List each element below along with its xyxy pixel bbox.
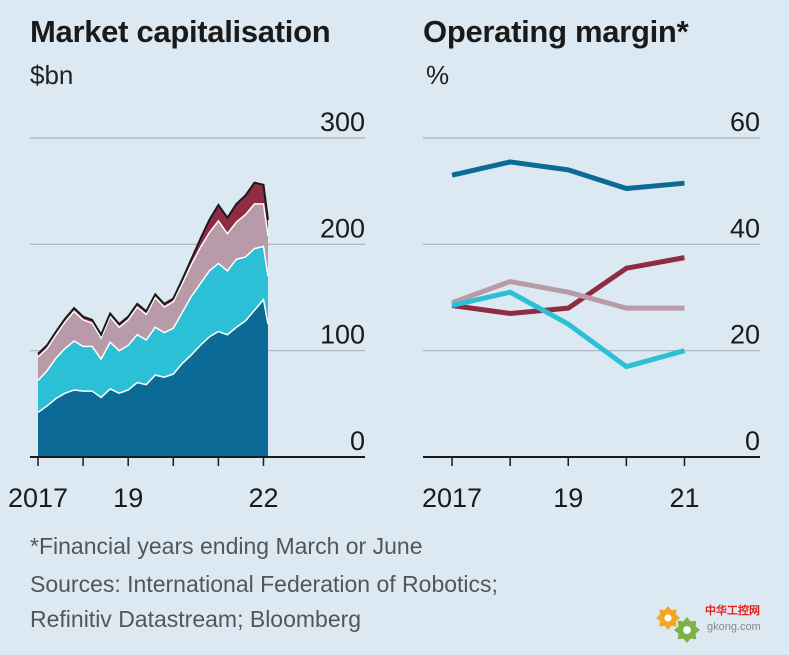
gkong-logo: 中华工控网 gkong.com — [655, 596, 785, 648]
area-top-outline — [37, 181, 269, 355]
chart1-unit-label: $bn — [30, 60, 74, 90]
area-separator — [37, 203, 269, 358]
gear-orange-icon-hole — [664, 614, 672, 622]
x-tick-label: 19 — [113, 483, 143, 513]
y-tick-label: 0 — [350, 426, 365, 456]
area-series-1 — [38, 246, 268, 413]
y-tick-label: 40 — [730, 213, 760, 243]
y-tick-label: 200 — [320, 213, 365, 243]
line-series-0 — [451, 159, 685, 192]
operating-margin-chart: 60 40 20 0 2017 19 21 — [422, 107, 760, 513]
x-tick-label: 2017 — [8, 483, 68, 513]
source-line-2: Refinitiv Datastream; Bloomberg — [30, 606, 362, 632]
footnote: *Financial years ending March or June — [30, 533, 423, 559]
x-tick-label: 2017 — [422, 483, 482, 513]
area-series-3 — [38, 182, 268, 358]
y-tick-label: 60 — [730, 107, 760, 137]
gear-logo-icon: 中华工控网 gkong.com — [656, 603, 761, 643]
chart1-title: Market capitalisation — [30, 14, 331, 49]
chart2-unit-label: % — [426, 60, 450, 90]
area-separator — [37, 297, 269, 413]
y-tick-label: 300 — [320, 107, 365, 137]
area-separator — [37, 245, 269, 381]
x-tick-label: 19 — [553, 483, 583, 513]
x-tick-label: 21 — [669, 483, 699, 513]
y-tick-label: 100 — [320, 320, 365, 350]
line-series-1 — [451, 255, 685, 316]
line-series-2 — [451, 279, 685, 311]
market-cap-chart: 300 200 100 0 2017 19 22 — [8, 107, 365, 513]
gear-green-icon-hole — [683, 626, 691, 634]
y-tick-label: 0 — [745, 426, 760, 456]
source-line-1: Sources: International Federation of Rob… — [30, 571, 498, 597]
logo-text-url: gkong.com — [707, 621, 761, 633]
chart2-title: Operating margin* — [423, 14, 689, 49]
area-series-2 — [38, 203, 268, 381]
y-tick-label: 20 — [730, 320, 760, 350]
line-series-3 — [451, 289, 686, 370]
logo-text-cn: 中华工控网 — [705, 603, 760, 617]
x-tick-label: 22 — [248, 483, 278, 513]
